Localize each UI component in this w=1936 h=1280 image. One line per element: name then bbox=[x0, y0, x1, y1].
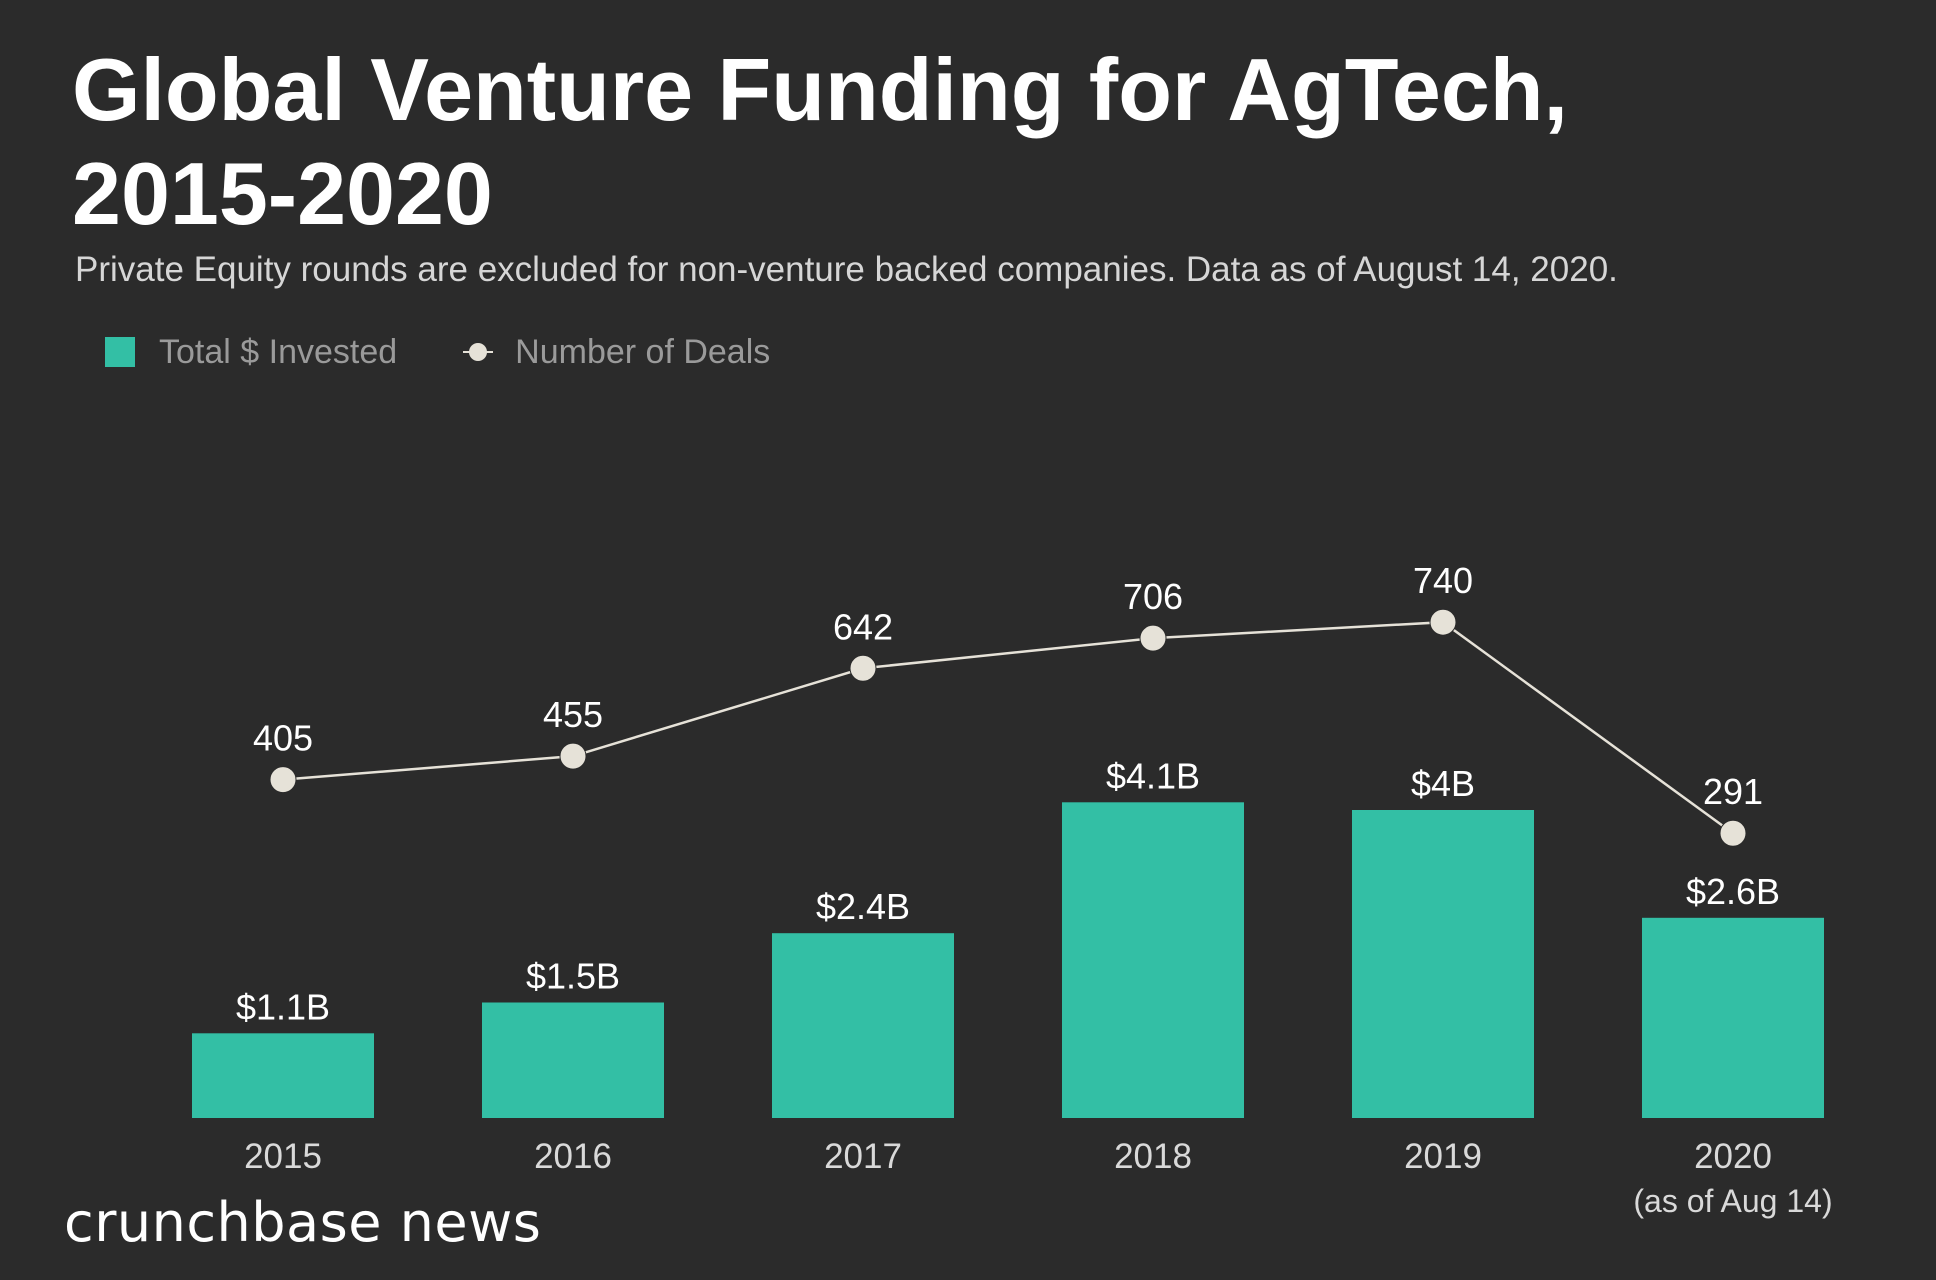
deals-value-label-2019: 740 bbox=[1413, 560, 1473, 601]
x-tick-label-2017: 2017 bbox=[824, 1137, 902, 1176]
bar-2020 bbox=[1642, 917, 1824, 1118]
x-tick-sublabel-2020: (as of Aug 14) bbox=[1633, 1183, 1832, 1219]
chart-title: Global Venture Funding for AgTech, 2015-… bbox=[72, 40, 1568, 243]
bar-value-label-2017: $2.4B bbox=[816, 886, 910, 927]
deals-value-label-2016: 455 bbox=[543, 694, 603, 735]
legend-line-marker bbox=[463, 337, 494, 367]
deals-point-2016 bbox=[559, 742, 587, 770]
x-tick-label-2020: 2020 bbox=[1694, 1137, 1772, 1176]
deals-point-2019 bbox=[1429, 608, 1457, 636]
bar-2018 bbox=[1062, 802, 1244, 1118]
deals-line bbox=[282, 620, 1734, 835]
x-tick-label-2018: 2018 bbox=[1114, 1137, 1192, 1176]
chart-legend: Total $ Invested Number of Deals bbox=[105, 330, 836, 374]
bar-2015 bbox=[192, 1033, 374, 1118]
deals-point-2015 bbox=[269, 766, 297, 794]
bar-value-label-2015: $1.1B bbox=[236, 986, 330, 1027]
deals-point-2017 bbox=[849, 654, 877, 682]
x-tick-label-2015: 2015 bbox=[244, 1137, 322, 1176]
bar-value-label-2020: $2.6B bbox=[1686, 871, 1780, 912]
bar-2016 bbox=[482, 1002, 664, 1118]
x-tick-label-2019: 2019 bbox=[1404, 1137, 1482, 1176]
deals-value-label-2018: 706 bbox=[1123, 576, 1183, 617]
legend-total-invested-label: Total $ Invested bbox=[159, 332, 398, 371]
legend-bar-swatch bbox=[105, 337, 135, 367]
deals-point-2018 bbox=[1139, 624, 1167, 652]
legend-item-number-of-deals: Number of Deals bbox=[463, 333, 770, 372]
bar-value-label-2016: $1.5B bbox=[526, 956, 620, 997]
bar-value-label-2019: $4B bbox=[1411, 763, 1475, 804]
chart-subtitle: Private Equity rounds are excluded for n… bbox=[75, 250, 1618, 289]
x-tick-label-2016: 2016 bbox=[534, 1137, 612, 1176]
legend-number-of-deals-label: Number of Deals bbox=[515, 332, 771, 371]
deals-point-2020 bbox=[1719, 819, 1747, 847]
bar-2017 bbox=[772, 933, 954, 1118]
deals-value-label-2015: 405 bbox=[253, 718, 313, 759]
bar-2019 bbox=[1352, 810, 1534, 1118]
bar-value-label-2018: $4.1B bbox=[1106, 755, 1200, 796]
crunchbase-news-logo: crunchbase news bbox=[64, 1191, 542, 1254]
deals-value-label-2020: 291 bbox=[1703, 771, 1763, 812]
legend-item-total-invested: Total $ Invested bbox=[105, 333, 397, 372]
deals-value-label-2017: 642 bbox=[833, 606, 893, 647]
